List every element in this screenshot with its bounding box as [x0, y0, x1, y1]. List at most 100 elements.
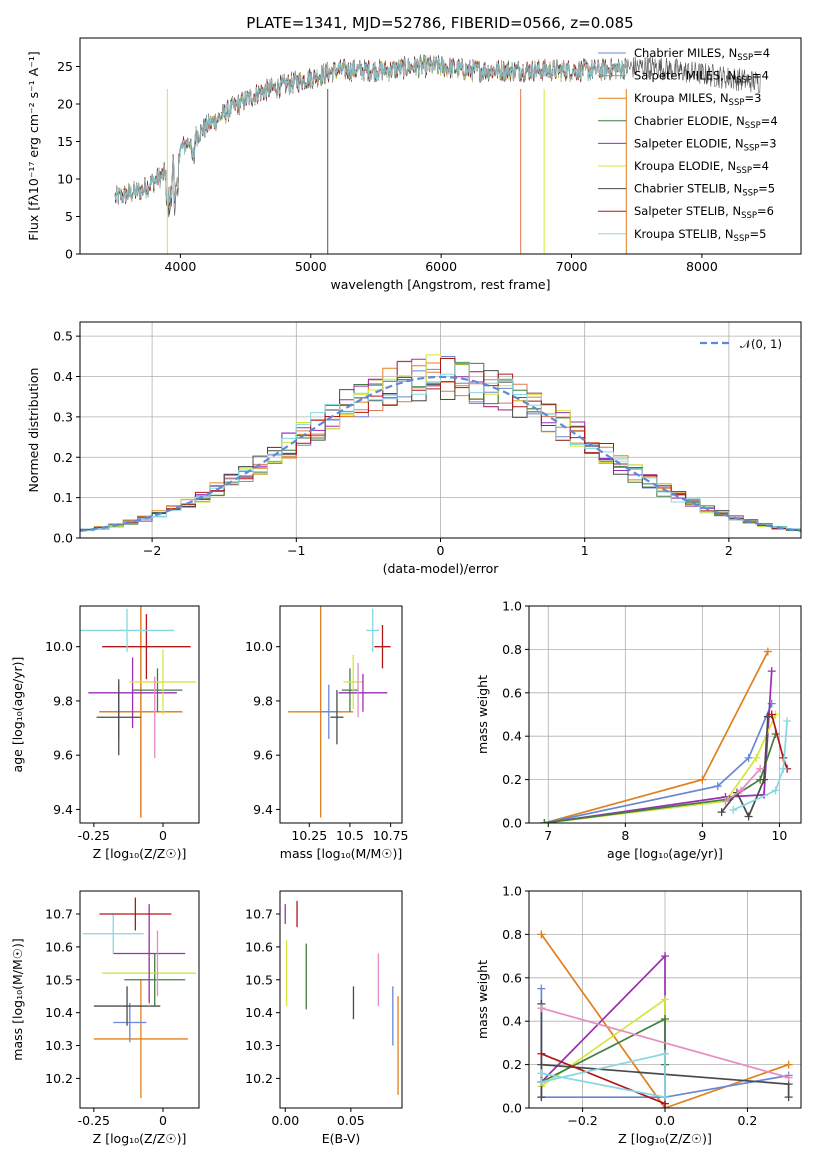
y-tick-label: 25 [57, 59, 73, 74]
x-axis-label: mass [log₁₀(M/M☉)] [280, 846, 402, 861]
panel-weight_vs_age: 7 8 9 10 0.0 0.2 0.4 0.6 0.8 1.0 age [log₁₀(age/yr… [475, 599, 802, 861]
weight-marker [537, 1093, 546, 1102]
legend-entry: Salpeter ELODIE, NSSP=3 [634, 136, 777, 153]
x-tick-label: 0.05 [337, 1113, 365, 1128]
y-tick-label: 0.8 [502, 927, 522, 942]
y-tick-label: 0.2 [502, 772, 522, 787]
weight-marker [752, 753, 761, 762]
y-tick-label: 9.8 [53, 693, 73, 708]
panel-spectrum: 4000 5000 6000 7000 8000 0 5 10 15 20 25 wavelength… [26, 37, 802, 292]
y-tick-label: 1.0 [502, 884, 522, 899]
weight-line [540, 933, 789, 1108]
y-tick-label: 10.7 [45, 907, 73, 922]
x-tick-label: 5000 [295, 259, 327, 274]
weight-marker [736, 786, 745, 795]
weight-marker [721, 797, 730, 806]
plot-area [537, 930, 793, 1108]
weight-marker [537, 984, 546, 993]
legend-entry: Chabrier MILES, NSSP=4 [634, 46, 770, 63]
x-tick-label: 10.5 [336, 828, 364, 843]
y-tick-label: 0 [65, 247, 73, 262]
weight-marker [744, 812, 753, 821]
y-axis-label: mass weight [475, 960, 490, 1039]
weight-marker [729, 805, 738, 814]
weight-marker [771, 786, 780, 795]
y-tick-label: 10.2 [245, 1071, 273, 1086]
y-tick-label: 10.2 [45, 1071, 73, 1086]
legend-normal-label: 𝒩(0, 1) [740, 337, 782, 351]
y-tick-label: 10.0 [245, 639, 273, 654]
plot-area [540, 647, 792, 823]
x-tick-label: −1 [287, 543, 305, 558]
y-tick-label: 0.2 [53, 450, 73, 465]
spectrum-model-line [114, 56, 627, 207]
y-tick-label: 10.3 [45, 1038, 73, 1053]
weight-marker [661, 995, 669, 1004]
weight-marker [537, 1069, 546, 1078]
x-tick-label: 7000 [556, 259, 588, 274]
y-tick-label: 9.6 [253, 748, 273, 763]
y-tick-label: 0.0 [502, 816, 522, 831]
y-tick-label: 5 [65, 209, 73, 224]
y-tick-label: 10.5 [245, 972, 273, 987]
y-tick-label: 10.5 [45, 972, 73, 987]
y-tick-label: 0.0 [53, 531, 73, 546]
weight-line [732, 720, 788, 811]
x-tick-label: −2 [143, 543, 161, 558]
y-tick-label: 10.0 [45, 639, 73, 654]
axes-frame [79, 890, 200, 1109]
weight-marker [537, 1049, 546, 1058]
x-axis-label: age [log₁₀(age/yr)] [607, 846, 723, 861]
panel-mass_vs_z: -0.25 0 10.2 10.3 10.4 10.5 10.6 10.7 Z [log₁₀(Z… [10, 890, 200, 1146]
weight-marker [756, 764, 765, 773]
y-tick-label: 9.6 [53, 748, 73, 763]
x-tick-label: 0.00 [271, 1113, 299, 1128]
weight-marker [779, 764, 788, 773]
weight-marker [784, 1093, 793, 1102]
legend-entry: Salpeter MILES, NSSP=4 [634, 69, 769, 86]
x-tick-label: 1 [581, 543, 589, 558]
weight-marker [661, 952, 669, 961]
y-axis-label: Flux [fλ10⁻¹⁷ erg cm⁻² s⁻¹ A⁻¹] [26, 51, 41, 240]
axes-frame [528, 605, 802, 824]
axes-frame [79, 37, 802, 255]
x-tick-label: 0 [159, 828, 167, 843]
panel-mass_vs_ebv: 0.00 0.05 10.2 10.3 10.4 10.5 10.6 10.7 E(B-V) [245, 890, 403, 1146]
weight-marker [537, 1004, 546, 1013]
figure-title: PLATE=1341, MJD=52786, FIBERID=0566, z=0… [246, 14, 633, 32]
weight-marker [717, 808, 726, 817]
plot-area [80, 606, 197, 818]
plot-area [288, 606, 391, 818]
plot-area [114, 54, 761, 254]
weight-marker [698, 775, 707, 784]
y-tick-label: 9.4 [53, 802, 73, 817]
panel-age_vs_z: -0.25 0 9.4 9.6 9.8 10.0 Z [log₁₀(Z/Z☉)] age [l… [10, 605, 200, 861]
axes-frame [279, 890, 403, 1109]
normal-curve [80, 375, 801, 532]
weight-marker [767, 667, 776, 676]
y-axis-label: mass [log₁₀(M/M☉)] [10, 938, 25, 1060]
plot-area [80, 354, 801, 534]
y-tick-label: 10.6 [245, 939, 273, 954]
y-tick-label: 0.4 [502, 729, 522, 744]
y-tick-label: 10.4 [45, 1005, 73, 1020]
x-tick-label: 10.25 [291, 828, 327, 843]
legend-entry: Salpeter STELIB, NSSP=6 [634, 204, 774, 221]
weight-marker [744, 753, 753, 762]
weight-marker [760, 775, 769, 784]
panel-weight_vs_z: −0.2 0.0 0.2 0.0 0.2 0.4 0.6 0.8 1.0 Z [log₁₀(Z/Z… [475, 884, 802, 1146]
y-tick-label: 1.0 [502, 599, 522, 614]
panel-age_vs_mass: 10.25 10.5 10.75 9.4 9.6 9.8 10.0 mass [log₁₀(M… [245, 605, 409, 861]
y-tick-label: 0.8 [502, 642, 522, 657]
weight-marker [537, 1077, 546, 1086]
weight-marker [537, 930, 546, 939]
panel-residuals: −2 −1 0 1 2 0.0 0.1 0.2 0.3 0.4 0.5 (data-model)/er… [26, 321, 802, 576]
x-tick-label: 10.75 [373, 828, 409, 843]
y-tick-label: 0.5 [53, 329, 73, 344]
x-tick-label: 10 [771, 828, 787, 843]
x-tick-label: −0.2 [567, 1113, 597, 1128]
spectrum-legend: Chabrier MILES, NSSP=4 Salpeter MILES, NS… [598, 46, 778, 244]
axes-frame [79, 605, 200, 824]
y-tick-label: 0.3 [53, 409, 73, 424]
legend-entry: Kroupa ELODIE, NSSP=4 [634, 159, 769, 176]
